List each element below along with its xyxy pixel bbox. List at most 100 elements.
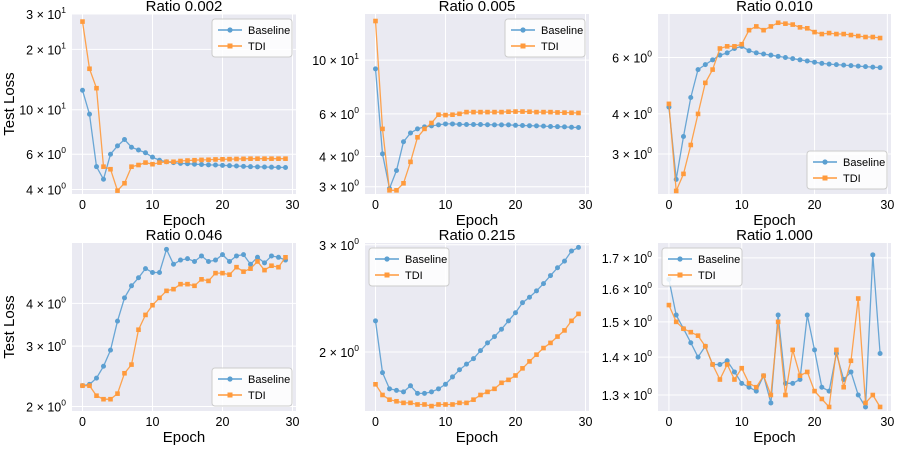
- baseline-point: [255, 164, 260, 170]
- tdi-point: [688, 329, 694, 335]
- tdi-point: [262, 156, 267, 161]
- tdi-point: [283, 156, 288, 161]
- legend-marker: [227, 392, 233, 398]
- baseline-point: [115, 143, 120, 149]
- baseline-point: [262, 260, 267, 266]
- tdi-point: [576, 311, 581, 317]
- series-baseline: [373, 66, 581, 192]
- baseline-point: [450, 374, 455, 380]
- chart-title: Ratio 0.002: [146, 0, 223, 15]
- tdi-point: [841, 384, 846, 390]
- y-tick-label: 4 × 100: [26, 294, 66, 311]
- tdi-point: [241, 269, 246, 274]
- tdi-point: [826, 30, 832, 36]
- legend-label: TDI: [698, 270, 716, 282]
- baseline-point: [401, 389, 406, 395]
- baseline-point: [136, 275, 141, 281]
- baseline-point: [855, 392, 861, 398]
- tdi-point: [753, 384, 759, 390]
- series-baseline: [666, 43, 883, 182]
- x-tick-label: 30: [286, 415, 300, 429]
- baseline-point: [819, 60, 825, 66]
- tdi-point: [863, 400, 868, 406]
- baseline-point: [122, 295, 127, 301]
- tdi-point: [562, 110, 567, 115]
- baseline-point: [492, 334, 497, 340]
- tdi-point: [870, 392, 876, 398]
- tdi-point: [415, 402, 420, 407]
- baseline-point: [115, 318, 120, 324]
- tdi-point: [548, 109, 553, 115]
- tdi-point: [555, 110, 560, 115]
- baseline-point: [241, 163, 246, 169]
- tdi-point: [185, 281, 190, 287]
- x-tick-label: 10: [439, 198, 453, 212]
- baseline-point: [248, 164, 253, 170]
- baseline-point: [276, 164, 281, 170]
- tdi-point: [812, 29, 817, 35]
- baseline-point: [457, 121, 462, 127]
- baseline-point: [855, 63, 861, 69]
- tdi-point: [255, 156, 260, 161]
- y-tick-label: 3 × 100: [319, 236, 359, 253]
- tdi-point: [269, 156, 274, 161]
- tdi-point: [717, 46, 723, 51]
- legend-marker: [227, 27, 233, 33]
- legend-label: Baseline: [843, 157, 885, 169]
- tdi-point: [790, 22, 796, 27]
- baseline-point: [527, 294, 532, 300]
- baseline-point: [753, 388, 759, 394]
- tdi-point: [380, 126, 385, 132]
- baseline-point: [812, 59, 818, 65]
- tdi-point: [877, 35, 883, 41]
- tdi-point: [499, 109, 504, 115]
- legend-marker: [822, 175, 828, 181]
- tdi-point: [108, 166, 113, 172]
- x-tick-label: 10: [735, 415, 749, 429]
- baseline-point: [276, 254, 281, 260]
- legend-label: Baseline: [698, 254, 740, 266]
- y-tick-label: 4 × 100: [26, 181, 66, 198]
- baseline-point: [94, 164, 99, 170]
- series-baseline: [373, 244, 581, 396]
- tdi-point: [710, 362, 715, 367]
- tdi-point: [255, 259, 260, 264]
- tdi-point: [753, 24, 759, 29]
- tdi-point: [534, 352, 539, 357]
- baseline-point: [826, 61, 832, 67]
- tdi-point: [422, 126, 427, 132]
- baseline-point: [746, 384, 752, 390]
- y-axis-label: Test Loss: [1, 72, 18, 135]
- baseline-point: [415, 126, 420, 132]
- baseline-point: [768, 52, 774, 58]
- baseline-point: [248, 261, 253, 267]
- chart-panel-3: 0 10 20 30 3 × 100 4 × 100 6 × 100 Ratio 0.010 E…: [612, 0, 894, 229]
- baseline-point: [877, 65, 883, 71]
- tdi-point: [804, 25, 810, 31]
- tdi-point: [681, 171, 686, 177]
- tdi-point: [206, 278, 211, 284]
- tdi-point: [695, 111, 701, 117]
- tdi-point: [178, 281, 183, 287]
- series-tdi: [666, 296, 883, 410]
- tdi-point: [783, 21, 788, 26]
- x-axis-label: Epoch: [163, 429, 206, 446]
- tdi-point: [775, 20, 781, 26]
- baseline-point: [269, 164, 274, 170]
- baseline-point: [841, 62, 847, 68]
- baseline-point: [804, 58, 810, 64]
- tdi-point: [819, 31, 825, 37]
- tdi-point: [129, 362, 134, 367]
- series-tdi: [373, 311, 581, 409]
- tdi-point: [513, 109, 518, 114]
- tdi-point: [171, 159, 176, 165]
- y-tick-label: 1.3 × 100: [602, 386, 653, 403]
- y-tick-label: 3 × 100: [319, 178, 359, 195]
- tdi-point: [401, 400, 406, 406]
- y-tick-label: 6 × 100: [612, 48, 652, 65]
- tdi-point: [541, 109, 546, 115]
- tdi-point: [541, 345, 546, 351]
- baseline-point: [171, 261, 176, 267]
- baseline-point: [724, 358, 730, 364]
- tdi-point: [855, 33, 861, 39]
